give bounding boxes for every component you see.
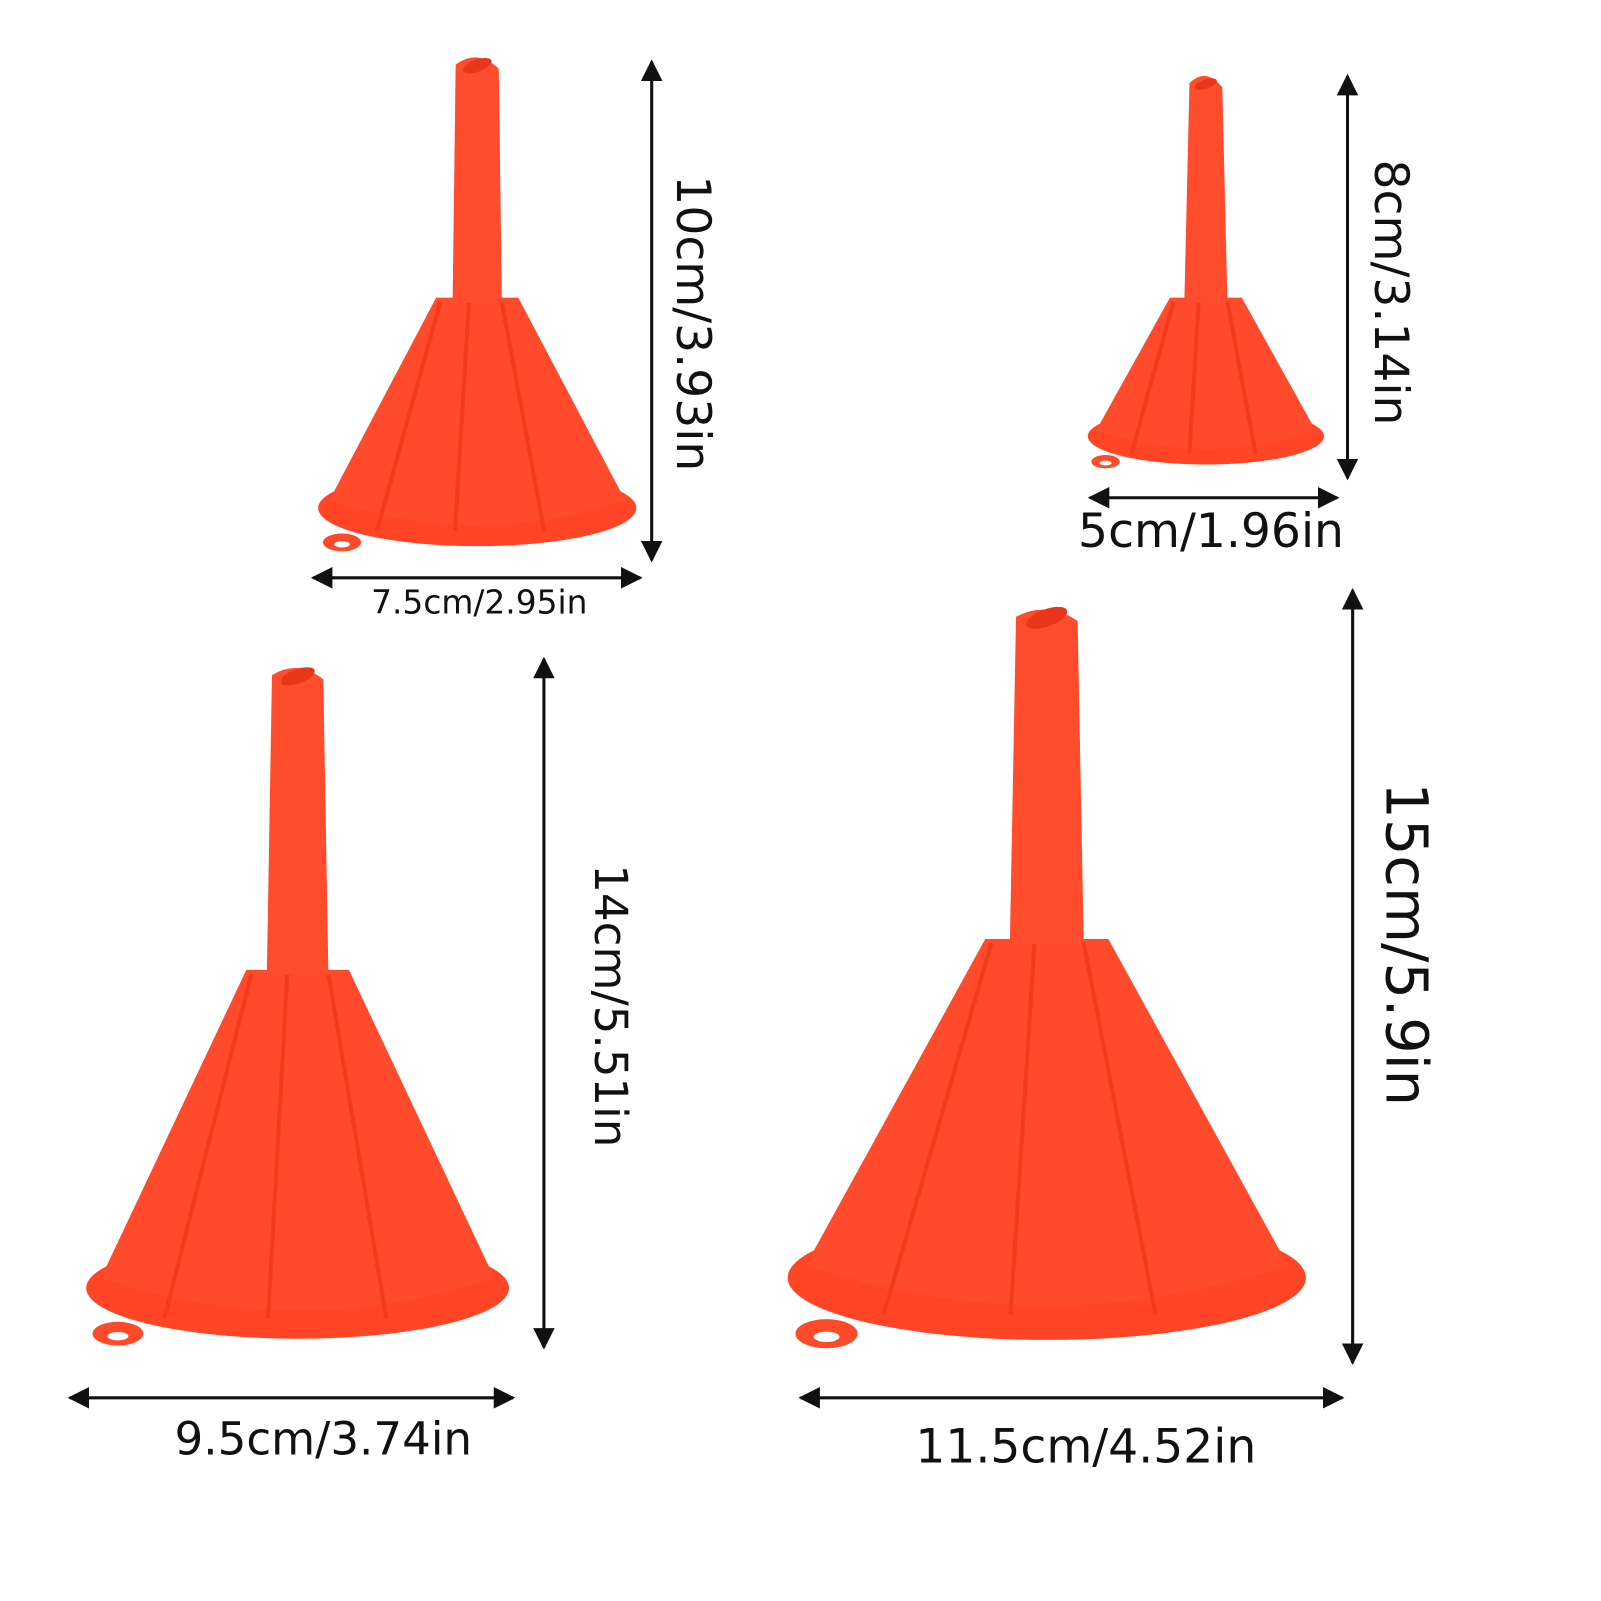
height-label: 14cm/5.51in [584, 864, 637, 1147]
funnel-ridge [375, 301, 443, 532]
height-label: 8cm/3.14in [1363, 160, 1418, 426]
funnel-spout [1009, 609, 1084, 945]
spout-opening [1026, 606, 1068, 629]
height-label: 15cm/5.9in [1373, 782, 1440, 1106]
funnel-cone [1096, 297, 1316, 449]
funnel-cone [101, 969, 495, 1311]
funnel-spout [452, 57, 502, 303]
funnel-cone [329, 297, 626, 526]
tab-hole [107, 1331, 129, 1341]
funnel-spout [1184, 75, 1228, 303]
funnels [86, 57, 1324, 1349]
funnel-ridge [452, 301, 472, 532]
tab-hole [1099, 460, 1112, 466]
height-label: 10cm/3.93in [665, 175, 720, 471]
funnel-ridge [881, 942, 994, 1316]
funnel-ridge [1081, 942, 1158, 1316]
width-label: 7.5cm/2.95in [371, 583, 587, 621]
tab-hole [334, 541, 350, 548]
funnel-ridge [499, 301, 547, 532]
spout-opening [462, 58, 492, 74]
funnel-ridge [326, 973, 389, 1319]
funnel-ridge [1187, 301, 1201, 454]
funnel-spout [266, 667, 329, 975]
funnel-ridge [1129, 301, 1176, 454]
funnel-cone [805, 939, 1288, 1306]
funnel-ridge [1008, 943, 1037, 1316]
width-label: 9.5cm/3.74in [175, 1412, 472, 1465]
spout-opening [1194, 78, 1217, 90]
width-label: 11.5cm/4.52in [915, 1420, 1256, 1475]
funnel-ridge [265, 973, 290, 1319]
spout-opening [280, 667, 315, 686]
funnel-ridge [162, 973, 254, 1319]
funnel-ridge [1225, 301, 1258, 454]
width-label: 5cm/1.96in [1078, 504, 1344, 559]
tab-hole [813, 1331, 840, 1342]
